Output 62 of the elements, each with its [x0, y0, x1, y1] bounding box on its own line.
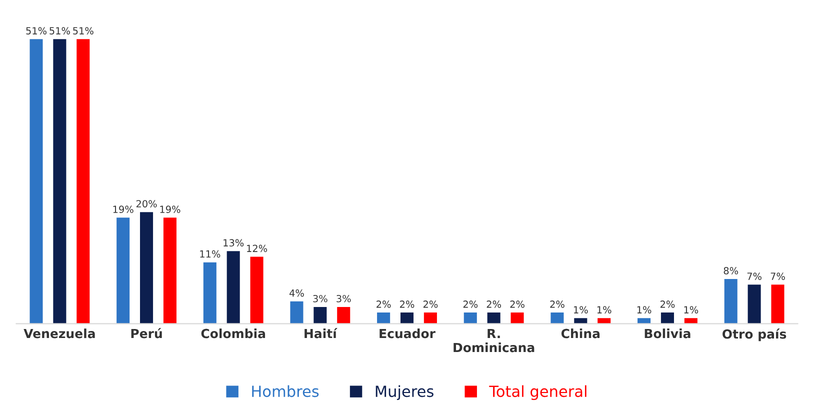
bar [116, 218, 130, 324]
bar [53, 39, 66, 324]
data-label: 51% [73, 27, 94, 34]
data-label: 2% [400, 300, 414, 308]
bar [76, 39, 90, 324]
bar [163, 218, 176, 324]
bar [203, 262, 216, 324]
bar [314, 306, 327, 324]
x-tick-label: Ecuador [380, 328, 436, 338]
bar [250, 256, 264, 324]
bar [226, 251, 240, 324]
bar [487, 312, 500, 324]
x-tick-label: Haití [304, 328, 338, 338]
data-label: 1% [684, 306, 698, 314]
x-tick-label: Perú [131, 328, 162, 338]
data-label: 2% [510, 300, 524, 308]
data-label: 51% [50, 27, 70, 34]
bar [377, 312, 390, 324]
bar [550, 312, 564, 324]
bar [771, 284, 784, 324]
data-label: 11% [200, 250, 220, 258]
x-tick-label: Otro país [722, 328, 786, 342]
bar [400, 312, 414, 324]
data-label: 2% [550, 300, 564, 308]
data-label: 1% [637, 306, 652, 314]
bar [724, 279, 738, 324]
data-label: 19% [160, 206, 180, 214]
data-label: 2% [376, 300, 391, 308]
data-label: 1% [597, 306, 612, 314]
data-label: 12% [247, 244, 268, 252]
data-label: 2% [463, 300, 478, 308]
data-label: 3% [313, 294, 328, 302]
x-tick-label: Colombia [201, 328, 266, 338]
bar [748, 284, 761, 324]
data-label: 2% [423, 300, 438, 308]
x-tick-label: Bolivia [644, 328, 690, 338]
bar [290, 301, 304, 324]
bar [337, 306, 350, 324]
x-tick-label: Venezuela [24, 328, 95, 338]
legend-label: Hombres [252, 385, 319, 398]
data-label: 51% [26, 27, 47, 34]
data-label: 19% [113, 206, 134, 214]
bar [464, 312, 477, 324]
bar [424, 312, 437, 324]
data-label: 13% [224, 239, 244, 246]
data-label: 1% [574, 306, 588, 314]
data-label: 2% [486, 300, 501, 308]
data-label: 20% [136, 200, 157, 208]
data-label: 7% [770, 272, 785, 280]
x-tick-label: R. Dominicana [454, 328, 534, 352]
data-label: 7% [747, 272, 762, 280]
bar [660, 312, 674, 324]
data-label: 4% [289, 289, 304, 297]
data-label: 8% [724, 267, 738, 274]
x-tick-label: China [561, 328, 600, 338]
data-label: 2% [660, 300, 675, 308]
bar [510, 312, 524, 324]
legend-label: Total general [489, 385, 586, 400]
bar [30, 39, 43, 324]
data-label: 3% [336, 294, 351, 302]
legend-label: Mujeres [376, 385, 434, 400]
bar [140, 212, 154, 324]
